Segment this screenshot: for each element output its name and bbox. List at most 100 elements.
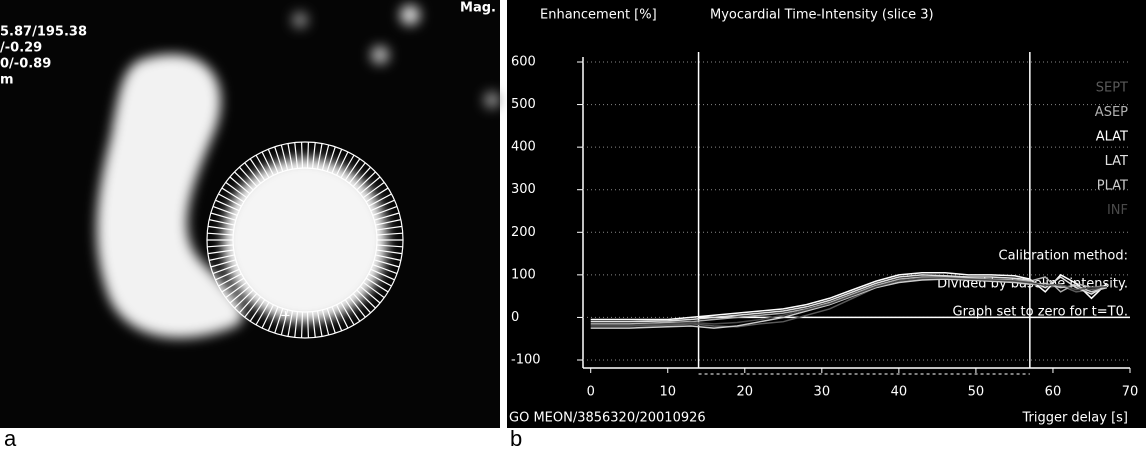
ring-spoke bbox=[255, 302, 270, 326]
x-tick-label: 10 bbox=[659, 385, 676, 400]
legend-entry: PLAT bbox=[1097, 179, 1128, 194]
ring-spoke bbox=[294, 142, 299, 169]
ring-spoke bbox=[344, 299, 361, 322]
ring-spoke bbox=[229, 285, 251, 304]
ring-spoke bbox=[207, 249, 234, 255]
legend-entry: ALAT bbox=[1096, 130, 1128, 145]
ring-spoke bbox=[215, 268, 240, 281]
y-tick-label: -100 bbox=[511, 353, 541, 368]
ring-spoke bbox=[218, 273, 242, 287]
ring-spoke bbox=[280, 144, 289, 171]
ring-spoke bbox=[234, 289, 254, 309]
series-line bbox=[590, 278, 1108, 329]
x-tick-label: 50 bbox=[968, 385, 985, 400]
ring-spoke bbox=[249, 299, 266, 322]
ring-spoke bbox=[331, 306, 343, 332]
ring-spoke bbox=[244, 162, 262, 184]
ring-spoke bbox=[238, 166, 258, 187]
ring-spoke bbox=[221, 277, 245, 293]
ring-spoke bbox=[340, 302, 355, 326]
ring-spoke bbox=[362, 281, 385, 299]
ring-spoke bbox=[225, 281, 248, 299]
x-tick-label: 70 bbox=[1122, 385, 1139, 400]
ring-spoke bbox=[376, 225, 403, 231]
ring-spoke bbox=[321, 309, 330, 336]
ring-spoke bbox=[215, 199, 240, 212]
y-tick-label: 600 bbox=[511, 55, 536, 70]
ring-spoke bbox=[376, 244, 403, 248]
ring-spoke bbox=[280, 309, 289, 336]
ring-spoke bbox=[352, 166, 372, 187]
image-text: 5.87/195.38 bbox=[0, 25, 87, 40]
ring-spoke bbox=[376, 249, 403, 255]
ring-spoke bbox=[344, 158, 361, 181]
ring-spoke bbox=[375, 254, 401, 261]
footer: GO MEON/3856320/20010926 bbox=[509, 411, 706, 426]
ring-spoke bbox=[368, 193, 392, 207]
x-tick-label: 20 bbox=[737, 385, 754, 400]
y-axis-label: Enhancement [%] bbox=[540, 8, 657, 23]
ring-spoke bbox=[311, 311, 316, 338]
x-tick-label: 0 bbox=[587, 385, 595, 400]
ring-spoke bbox=[221, 187, 245, 203]
panel-b bbox=[507, 0, 1146, 428]
ring-spoke bbox=[209, 219, 235, 226]
y-tick-label: 500 bbox=[511, 97, 536, 112]
legend-entry: LAT bbox=[1105, 154, 1128, 169]
ring-spoke bbox=[340, 154, 355, 178]
ring-spoke bbox=[336, 304, 349, 329]
image-text: m bbox=[0, 73, 14, 88]
ring-spoke bbox=[267, 306, 279, 332]
mri-image bbox=[96, 5, 500, 338]
y-tick-label: 400 bbox=[511, 140, 536, 155]
y-tick-label: 100 bbox=[511, 267, 536, 282]
ring-spoke bbox=[218, 193, 242, 207]
ring-spoke bbox=[356, 289, 376, 309]
y-tick-label: 300 bbox=[511, 182, 536, 197]
ring-spoke bbox=[267, 148, 279, 174]
ring-spoke bbox=[306, 142, 310, 169]
ring-spoke bbox=[300, 311, 304, 338]
ring-spoke bbox=[229, 176, 251, 195]
image-text: /-0.29 bbox=[0, 41, 42, 56]
ring-spoke bbox=[287, 310, 294, 337]
ring-spoke bbox=[244, 296, 262, 318]
ring-spoke bbox=[331, 148, 343, 174]
ring-spoke bbox=[261, 151, 274, 176]
ring-spoke bbox=[311, 142, 316, 169]
image-text: 0/-0.89 bbox=[0, 57, 51, 72]
panel-label: a bbox=[4, 426, 17, 451]
ring-spoke bbox=[326, 308, 336, 334]
ring-spoke bbox=[306, 311, 310, 338]
ring-spoke bbox=[255, 154, 270, 178]
ring-spoke bbox=[372, 205, 398, 216]
legend-entry: SEPT bbox=[1096, 81, 1128, 96]
series-line bbox=[590, 277, 1107, 326]
panel-a: 5.87/195.38 /-0.29 0/-0.89 m Mag. bbox=[0, 0, 500, 428]
ring-spoke bbox=[362, 181, 385, 199]
ring-spoke bbox=[326, 146, 336, 172]
ring-spoke bbox=[207, 244, 234, 248]
ring-spoke bbox=[274, 308, 284, 334]
ring-spoke bbox=[238, 293, 258, 314]
roi-ring bbox=[206, 141, 404, 339]
ring-spoke bbox=[316, 310, 323, 337]
x-tick-label: 30 bbox=[814, 385, 831, 400]
ring-spoke bbox=[209, 254, 235, 261]
ring-spoke bbox=[210, 259, 236, 268]
ring-spoke bbox=[374, 259, 400, 268]
ring-spoke bbox=[336, 151, 349, 176]
ring-spoke bbox=[287, 143, 294, 170]
ring-spoke bbox=[207, 225, 234, 231]
ring-spoke bbox=[274, 146, 284, 172]
ring-spoke bbox=[234, 171, 254, 191]
x-tick-label: 40 bbox=[891, 385, 908, 400]
series-line bbox=[590, 271, 1108, 321]
panel-label: b bbox=[510, 426, 522, 451]
ring-spoke bbox=[356, 171, 376, 191]
ring-spoke bbox=[352, 293, 372, 314]
ring-spoke bbox=[249, 158, 266, 181]
ring-spoke bbox=[294, 311, 299, 338]
y-tick-label: 200 bbox=[511, 225, 536, 240]
chart-title: Myocardial Time-Intensity (slice 3) bbox=[710, 8, 934, 23]
